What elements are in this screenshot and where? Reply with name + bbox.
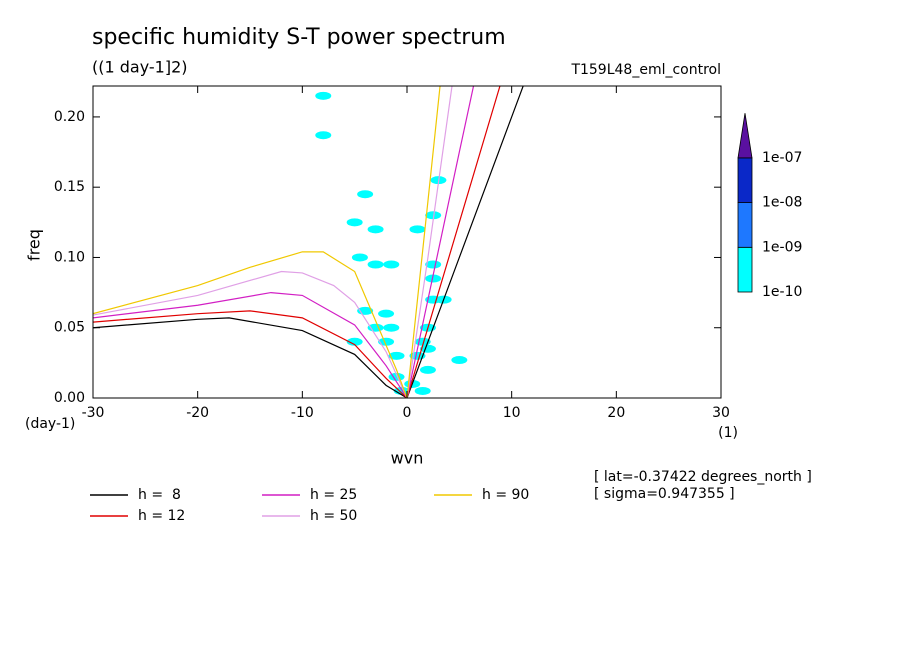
run-label: T159L48_eml_control — [570, 62, 721, 78]
contour-patch — [346, 337, 363, 346]
colorbar-extension — [737, 113, 753, 159]
contour-patch — [351, 253, 368, 262]
chart-title: specific humidity S-T power spectrum — [92, 25, 506, 50]
series-line — [93, 86, 524, 398]
legend-label: h = 8 — [138, 487, 181, 503]
x-tick-label: -20 — [186, 405, 209, 421]
y-tick-label: 0.05 — [54, 320, 85, 336]
contour-patch — [315, 131, 332, 140]
colorbar-label: 1e-08 — [762, 195, 802, 211]
legend-label: h = 50 — [310, 508, 357, 524]
x-axis-label: wvn — [391, 449, 424, 468]
y-tick-label: 0.15 — [54, 179, 85, 195]
y-tick-label: 0.10 — [54, 249, 85, 265]
contour-patch — [357, 190, 374, 199]
contour-patch — [425, 260, 442, 269]
colorbar-segment — [737, 202, 753, 248]
y-tick-label: 0.20 — [54, 109, 85, 125]
contour-patch — [451, 356, 468, 365]
contour-patch — [383, 323, 400, 332]
x-tick-label: -10 — [291, 405, 314, 421]
contour-patch — [315, 91, 332, 100]
contour-patch — [346, 218, 363, 227]
series-line — [93, 86, 441, 398]
y-unit: (day-1) — [25, 416, 75, 432]
annotation: [ sigma=0.947355 ] — [594, 486, 735, 502]
colorbar-label: 1e-10 — [762, 284, 802, 300]
x-tick-label: 20 — [607, 405, 625, 421]
contour-patch — [388, 351, 405, 360]
contour-patch — [378, 309, 395, 318]
contour-patch — [414, 386, 431, 395]
colorbar-label: 1e-09 — [762, 239, 802, 255]
colorbar-label: 1e-07 — [762, 150, 802, 166]
contour-patch — [383, 260, 400, 269]
x-unit: (1) — [718, 425, 738, 441]
x-tick-label: 30 — [712, 405, 730, 421]
series-line — [93, 86, 475, 398]
contour-patch — [425, 274, 442, 283]
contour-patch — [409, 225, 426, 234]
series-line — [93, 86, 501, 398]
x-tick-label: 10 — [503, 405, 521, 421]
colorbar-segment — [737, 157, 753, 203]
contour-patch — [425, 211, 442, 220]
contour-patch — [378, 337, 395, 346]
y-axis-label: freq — [25, 229, 44, 261]
plot-area — [93, 86, 524, 398]
annotation: [ lat=-0.37422 degrees_north ] — [594, 469, 812, 485]
colorbar-segment — [737, 246, 753, 293]
legend-label: h = 12 — [138, 508, 185, 524]
x-tick-label: 0 — [403, 405, 412, 421]
contour-patch — [419, 365, 436, 374]
plot-frame — [92, 85, 722, 399]
contour-patch — [367, 225, 384, 234]
contour-patch — [367, 260, 384, 269]
chart-subtitle: ((1 day-1]2) — [92, 58, 188, 77]
legend-label: h = 25 — [310, 487, 357, 503]
series-line — [93, 86, 453, 398]
legend-label: h = 90 — [482, 487, 529, 503]
x-tick-label: -30 — [82, 405, 105, 421]
contour-patch — [367, 323, 384, 332]
y-tick-label: 0.00 — [54, 390, 85, 406]
